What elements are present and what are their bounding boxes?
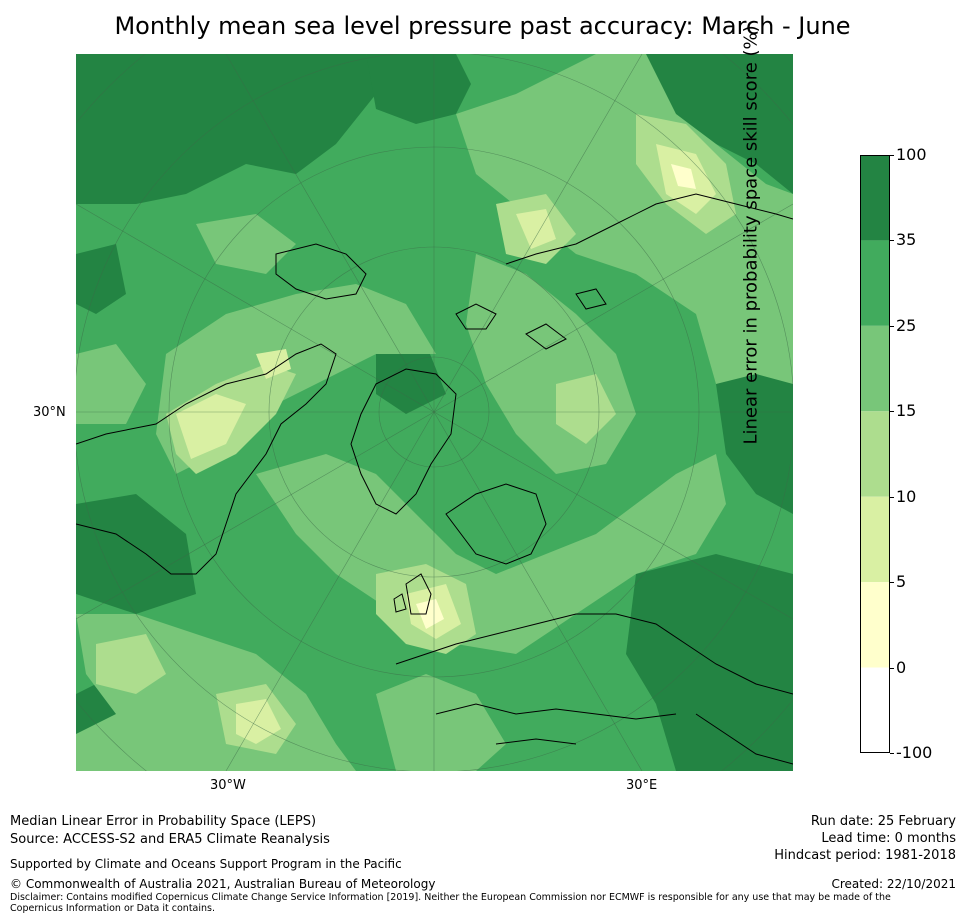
scandinavia-coast: [445, 483, 547, 565]
colorbar-tick-label: 35: [896, 230, 917, 250]
colorbar-tick-mark: [890, 667, 894, 669]
colorbar-tick-label: 100: [896, 145, 927, 164]
colorbar-tick-label: 10: [896, 486, 917, 506]
footer-run-date: Run date: 25 February: [810, 814, 956, 829]
meridian-120e: [433, 203, 793, 413]
chart-title: Monthly mean sea level pressure past acc…: [114, 12, 851, 40]
colorbar-block-4: [860, 496, 890, 583]
colorbar-tick-label: 25: [896, 315, 917, 335]
colorbar-tick-label: 0: [896, 657, 907, 677]
british-isles-coast: [393, 573, 432, 615]
footer-created: Created: 22/10/2021: [831, 877, 956, 891]
colorbar-block-1: [860, 240, 890, 326]
footer-source: Source: ACCESS-S2 and ERA5 Climate Reana…: [10, 832, 330, 847]
siberia-coast: [505, 193, 793, 265]
class-35-100-regions: [76, 54, 793, 771]
colorbar-block-6: [860, 667, 890, 753]
colorbar-tick-mark: [890, 496, 894, 498]
colorbar-tick-mark: [890, 240, 894, 242]
colorbar-block-3: [860, 411, 890, 497]
lon-label-30w: 30°W: [210, 778, 246, 793]
colorbar-tick-label: 15: [896, 401, 917, 421]
footer-hindcast: Hindcast period: 1981-2018: [774, 848, 956, 863]
footer-method: Median Linear Error in Probability Space…: [10, 814, 317, 829]
colorbar-block-5: [860, 582, 890, 668]
colorbar-tick-mark: [890, 325, 894, 327]
europe-coast: [395, 613, 793, 695]
meridian-120w: [76, 203, 435, 413]
colorbar-tick-mark: [890, 411, 894, 413]
colorbar-block-0: [860, 155, 890, 241]
footer-supported: Supported by Climate and Oceans Support …: [10, 857, 402, 871]
meridian-30w: [225, 411, 435, 771]
middle-east-coast: [695, 713, 793, 765]
meridian-150w: [225, 54, 435, 413]
meridian-60w: [76, 411, 435, 620]
class-0-5-regions: [416, 164, 696, 629]
north-america-coast: [76, 343, 337, 575]
meridian-60e: [433, 411, 793, 620]
colorbar-block-2: [860, 325, 890, 412]
colorbar-tick-label: 5: [896, 572, 907, 592]
skill-score-map[interactable]: [76, 54, 793, 771]
colorbar-tick-label: -100: [896, 743, 933, 762]
meridian-30e: [433, 411, 643, 771]
colorbar-tick-mark: [890, 753, 894, 754]
alaska-coast: [275, 243, 367, 300]
mediterranean-coast: [435, 703, 677, 745]
footer-lead-time: Lead time: 0 months: [821, 831, 956, 846]
meridian-150e: [433, 54, 643, 413]
coastlines: [76, 193, 793, 765]
colorbar-tick-mark: [890, 582, 894, 584]
footer-copyright: © Commonwealth of Australia 2021, Austra…: [10, 877, 436, 891]
footer-disclaimer: Disclaimer: Contains modified Copernicus…: [10, 892, 891, 914]
colorbar-title: Linear error in probability space skill …: [740, 25, 762, 445]
colorbar: [860, 155, 890, 753]
lon-label-30e: 30°E: [626, 778, 658, 793]
graticule: [76, 54, 793, 771]
lat-label-30n: 30°N: [33, 405, 66, 420]
arctic-islands: [455, 288, 607, 350]
colorbar-tick-mark: [890, 155, 894, 156]
greenland-coast: [350, 368, 457, 515]
